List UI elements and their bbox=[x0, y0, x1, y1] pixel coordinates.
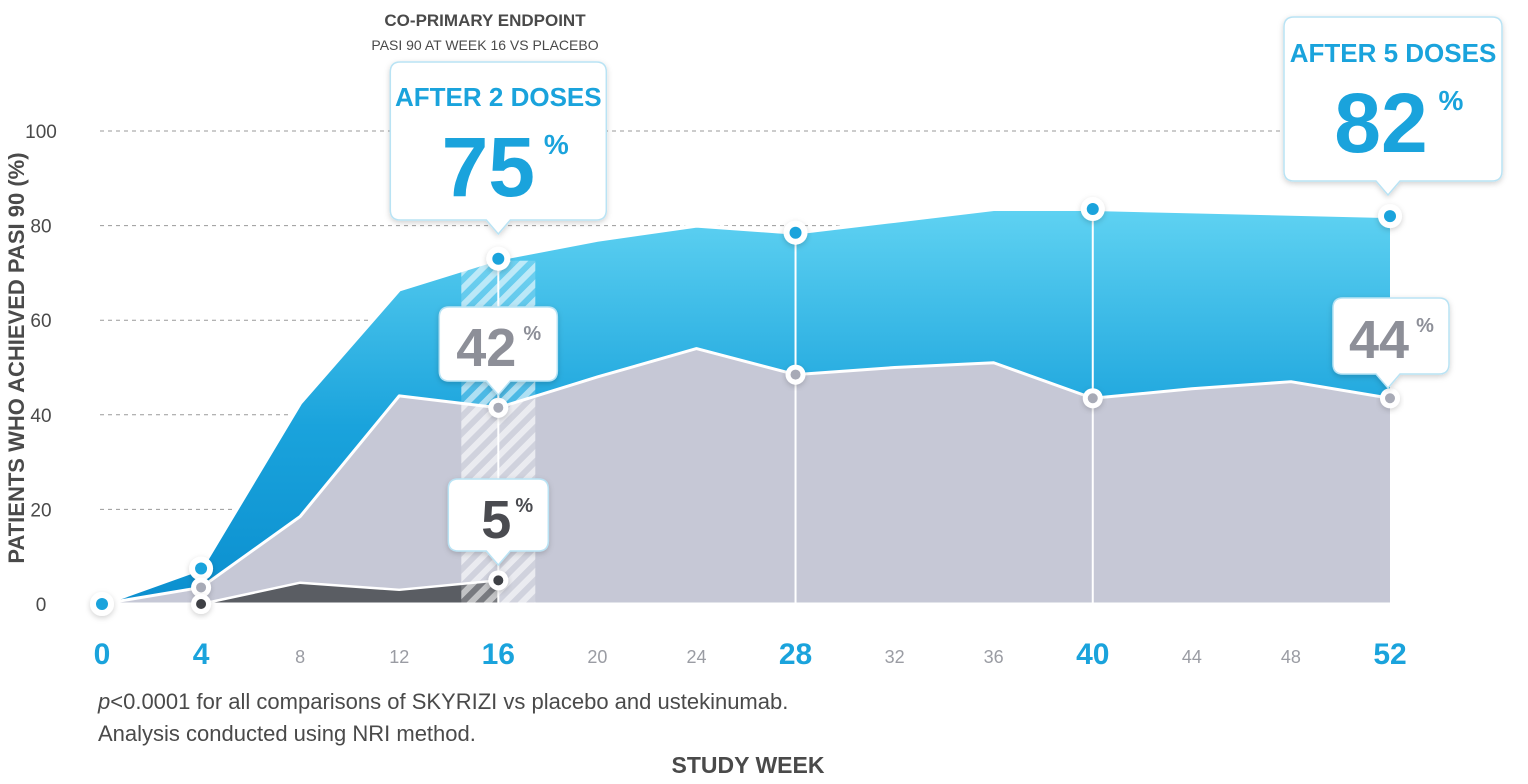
callout-week-52-percent: % bbox=[1439, 85, 1464, 116]
callout-gray-week-16-percent: % bbox=[523, 323, 541, 345]
y-tick-40: 40 bbox=[30, 406, 51, 427]
y-tick-100: 100 bbox=[25, 122, 57, 143]
footnote-line-1: p<0.0001 for all comparisons of SKYRIZI … bbox=[98, 686, 788, 718]
marker-dot-series-1-week-4 bbox=[195, 562, 208, 575]
marker-dot-series-1-week-16 bbox=[492, 252, 505, 265]
callout-week-16-label: AFTER 2 DOSES bbox=[395, 82, 602, 112]
callout-dark-week-16-percent: % bbox=[515, 495, 533, 517]
marker-dot-series-2-week-28 bbox=[790, 369, 801, 380]
y-axis-label: PATIENTS WHO ACHIEVED PASI 90 (%) bbox=[4, 152, 29, 563]
x-axis-label: STUDY WEEK bbox=[672, 752, 825, 778]
callout-week-52-value: 82 bbox=[1334, 76, 1427, 170]
series-areas bbox=[102, 209, 1390, 605]
series-markers bbox=[90, 197, 1402, 616]
callout-dark-week-16-box bbox=[447, 478, 550, 567]
callout-gray-week-16-box bbox=[438, 306, 559, 397]
marker-dot-series-2-week-52 bbox=[1385, 393, 1395, 404]
x-tick-24: 24 bbox=[686, 647, 706, 667]
marker-dot-series-1-week-0 bbox=[96, 598, 108, 610]
callout-gray-week-16-value: 42 bbox=[456, 318, 516, 378]
callout-week-16-percent: % bbox=[544, 129, 569, 160]
marker-dot-series-2-week-4 bbox=[196, 582, 207, 593]
x-tick-12: 12 bbox=[389, 647, 409, 667]
x-tick-16: 16 bbox=[482, 638, 515, 671]
callout-dark-week-16-value: 5 bbox=[481, 490, 511, 550]
x-axis-ticks: 0 4 8 12 16 20 24 28 32 36 40 44 48 52 bbox=[94, 638, 1407, 671]
marker-dot-series-2-week-40 bbox=[1087, 393, 1098, 404]
marker-dot-series-3-week-16 bbox=[493, 575, 504, 586]
series-lines bbox=[101, 207, 1391, 606]
callout-week-52-box bbox=[1283, 16, 1503, 197]
x-tick-20: 20 bbox=[587, 647, 607, 667]
x-tick-8: 8 bbox=[295, 647, 305, 667]
callout-gray-week-52-value: 44 bbox=[1349, 310, 1409, 370]
y-tick-20: 20 bbox=[30, 500, 51, 521]
area-series-2 bbox=[102, 348, 1390, 604]
callout-gray-week-52-percent: % bbox=[1416, 315, 1434, 337]
x-tick-28: 28 bbox=[779, 638, 812, 671]
x-tick-36: 36 bbox=[984, 647, 1004, 667]
p-symbol: p bbox=[98, 689, 111, 714]
marker-dot-series-3-week-4 bbox=[196, 599, 207, 609]
marker-dot-series-1-week-40 bbox=[1086, 203, 1099, 216]
y-tick-0: 0 bbox=[36, 595, 47, 616]
y-tick-60: 60 bbox=[30, 311, 51, 332]
callout-week-16-value: 75 bbox=[442, 120, 535, 214]
callout-gray-week-52-box bbox=[1332, 297, 1450, 390]
marker-dot-series-2-week-16 bbox=[493, 402, 504, 413]
line-series-1 bbox=[101, 207, 1391, 606]
endpoint-subtitle: PASI 90 AT WEEK 16 VS PLACEBO bbox=[371, 37, 598, 53]
y-axis-ticks: 0 20 40 60 80 100 bbox=[25, 122, 57, 616]
footnote-line-1-text: <0.0001 for all comparisons of SKYRIZI v… bbox=[110, 689, 789, 714]
callout-week-52-label: AFTER 5 DOSES bbox=[1290, 38, 1497, 68]
line-series-2 bbox=[101, 347, 1391, 606]
x-tick-4: 4 bbox=[193, 638, 210, 671]
y-tick-80: 80 bbox=[30, 217, 51, 238]
endpoint-title: CO-PRIMARY ENDPOINT bbox=[384, 11, 586, 30]
callout-week-16-box bbox=[389, 61, 608, 236]
x-tick-40: 40 bbox=[1076, 638, 1109, 671]
marker-dot-series-1-week-52 bbox=[1384, 210, 1396, 223]
x-tick-32: 32 bbox=[885, 647, 905, 667]
marker-dot-series-1-week-28 bbox=[789, 226, 802, 239]
footnote-line-2: Analysis conducted using NRI method. bbox=[98, 721, 476, 746]
area-series-3 bbox=[102, 580, 499, 604]
x-tick-44: 44 bbox=[1182, 647, 1202, 667]
x-tick-52: 52 bbox=[1373, 638, 1406, 671]
footnote: p<0.0001 for all comparisons of SKYRIZI … bbox=[98, 686, 788, 750]
x-tick-48: 48 bbox=[1281, 647, 1301, 667]
x-tick-0: 0 bbox=[94, 638, 111, 671]
